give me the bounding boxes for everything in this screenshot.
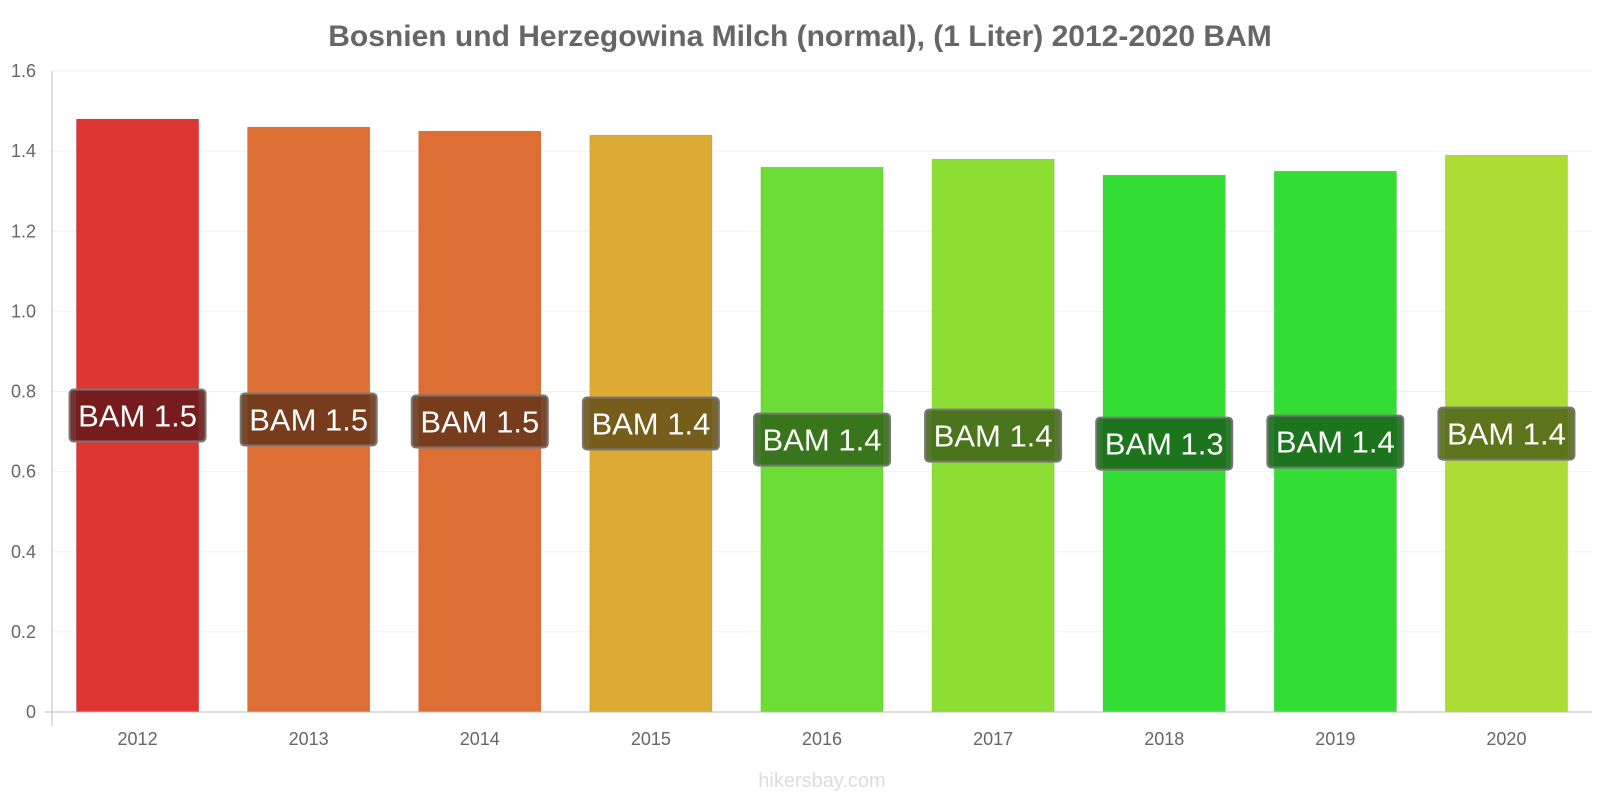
- y-tick-label: 1.0: [11, 301, 36, 321]
- data-label: BAM 1.5: [420, 405, 539, 440]
- source-label: hikersbay.com: [758, 770, 885, 792]
- data-label: BAM 1.4: [1276, 425, 1395, 460]
- y-tick-label: 0.2: [11, 622, 36, 642]
- x-axis: 2012 2013 2014 2015 2016 2017 2018 2019 2020: [45, 711, 1592, 749]
- data-label-box: [1095, 416, 1234, 471]
- data-label-box: [581, 396, 720, 451]
- data-label-box: [753, 412, 891, 467]
- x-tick-label: 2020: [1486, 729, 1526, 749]
- x-tick-label: 2016: [802, 729, 842, 749]
- data-label: BAM 1.4: [591, 407, 710, 442]
- data-label-box: [924, 408, 1063, 463]
- y-tick-label: 0.4: [11, 542, 36, 562]
- y-tick-label: 0: [26, 702, 36, 722]
- data-label: BAM 1.4: [1447, 417, 1566, 452]
- y-axis: 0 0.2 0.4 0.6 0.8 1.0 1.2 1.4 1.6: [11, 61, 53, 726]
- data-label-box: [1437, 406, 1576, 461]
- data-label: BAM 1.3: [1105, 427, 1224, 462]
- y-tick-label: 0.8: [11, 382, 36, 402]
- y-tick-label: 0.6: [11, 462, 36, 482]
- x-tick-label: 2018: [1144, 729, 1184, 749]
- data-label-box: [1266, 414, 1405, 469]
- data-label: BAM 1.4: [934, 419, 1053, 454]
- x-tick-label: 2019: [1315, 729, 1355, 749]
- x-tick-label: 2012: [118, 729, 158, 749]
- x-tick-label: 2014: [460, 729, 500, 749]
- data-label: BAM 1.5: [249, 403, 368, 438]
- data-label: BAM 1.5: [78, 399, 197, 434]
- data-label-box: [410, 394, 549, 449]
- data-label: BAM 1.4: [763, 423, 882, 458]
- y-tick-label: 1.6: [11, 61, 36, 81]
- data-label-box: [239, 392, 378, 447]
- x-tick-label: 2015: [631, 729, 671, 749]
- y-tick-label: 1.2: [11, 221, 36, 241]
- x-tick-label: 2017: [973, 729, 1013, 749]
- data-labels: BAM 1.5 BAM 1.5 BAM 1.5 BAM 1.4 BAM 1.4 BAM 1…: [68, 388, 1576, 471]
- data-label-box: [68, 388, 207, 443]
- x-tick-label: 2013: [289, 729, 329, 749]
- chart-title: Bosnien und Herzegowina Milch (normal), …: [328, 20, 1272, 53]
- y-tick-label: 1.4: [11, 141, 36, 161]
